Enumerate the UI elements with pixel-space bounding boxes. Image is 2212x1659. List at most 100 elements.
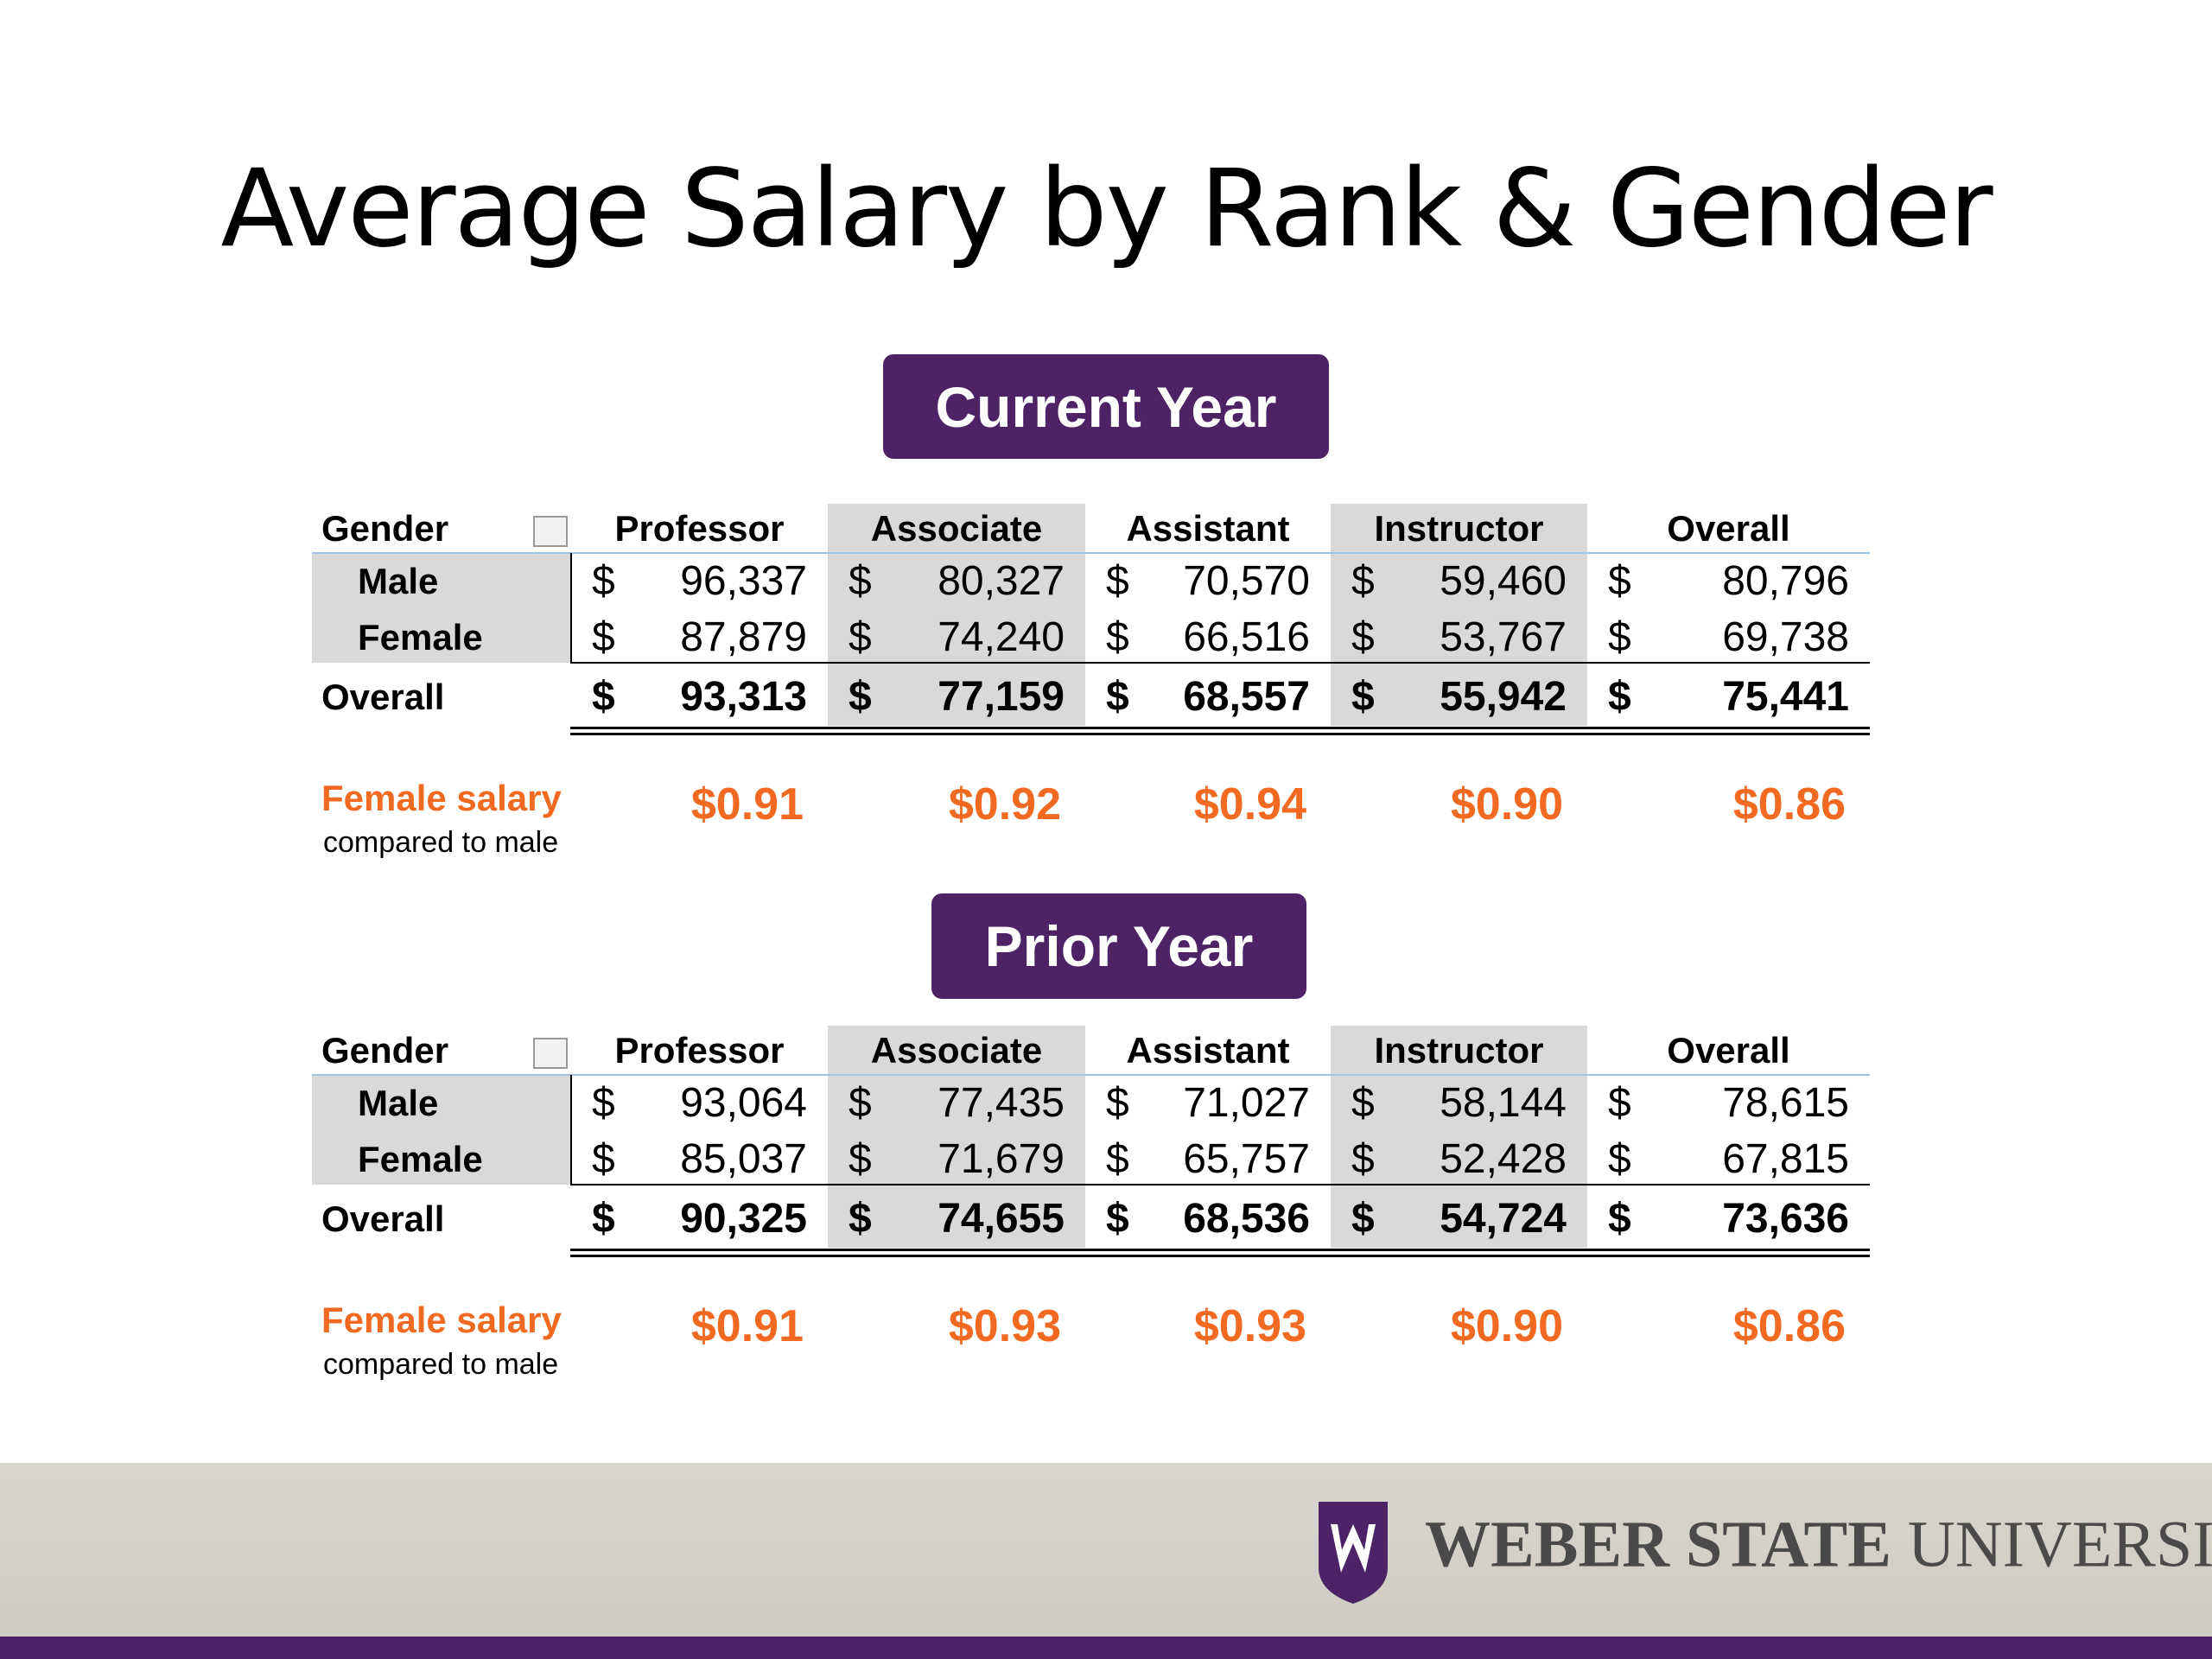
column-shade — [1331, 1026, 1587, 1248]
currency-sign: $ — [1608, 614, 1631, 660]
currency-sign: $ — [592, 1196, 615, 1242]
footer-bar — [0, 1637, 2212, 1659]
double-rule — [570, 727, 1870, 729]
column-header: Associate — [870, 1030, 1043, 1071]
salary-value: 52,428 — [1440, 1136, 1567, 1182]
currency-sign: $ — [1106, 1136, 1129, 1182]
ratio-value: $0.86 — [1732, 779, 1846, 830]
filter-button — [533, 1038, 568, 1069]
header-rule — [312, 1074, 1870, 1076]
logo-text: WEBER STATE UNIVERSITY — [1425, 1508, 2212, 1583]
currency-sign: $ — [592, 1136, 615, 1182]
salary-value: 85,037 — [680, 1136, 807, 1182]
currency-sign: $ — [1351, 1136, 1375, 1182]
ratio-sublabel: compared to male — [323, 1348, 559, 1381]
salary-value: 74,655 — [938, 1196, 1065, 1242]
column-header: Instructor — [1374, 1030, 1544, 1071]
salary-value: 93,313 — [680, 674, 807, 720]
column-shade — [828, 1026, 1085, 1248]
currency-sign: $ — [592, 614, 615, 660]
salary-value: 74,240 — [938, 614, 1065, 660]
ratio-value: $0.90 — [1450, 779, 1563, 830]
currency-sign: $ — [592, 558, 615, 604]
ratio-value: $0.93 — [948, 1301, 1061, 1351]
salary-value: 73,636 — [1722, 1196, 1849, 1242]
currency-sign: $ — [1351, 1196, 1375, 1242]
salary-value: 77,435 — [938, 1080, 1065, 1126]
column-header: Overall — [1667, 508, 1790, 549]
salary-value: 71,679 — [938, 1136, 1065, 1182]
salary-value: 59,460 — [1440, 558, 1567, 604]
double-rule — [570, 1249, 1870, 1251]
salary-value: 77,159 — [938, 674, 1065, 720]
header-rule — [312, 552, 1870, 554]
row-label: Male — [358, 1083, 439, 1123]
row-label-shade — [312, 1075, 571, 1185]
divider — [570, 553, 572, 663]
salary-value: 58,144 — [1440, 1080, 1567, 1126]
salary-value: 71,027 — [1183, 1080, 1310, 1126]
row-label: Female — [358, 1139, 483, 1179]
currency-sign: $ — [849, 1136, 872, 1182]
row-label: Female — [358, 617, 483, 658]
column-header: Overall — [1667, 1030, 1790, 1071]
salary-value: 78,615 — [1722, 1080, 1849, 1126]
salary-value: 96,337 — [680, 558, 807, 604]
section-heading: Current Year — [883, 354, 1329, 459]
double-rule — [570, 1255, 1870, 1257]
row-header: Gender — [321, 1030, 449, 1071]
slide-title: Average Salary by Rank & Gender — [220, 147, 1993, 271]
currency-sign: $ — [1351, 614, 1375, 660]
ratio-label: Female salary — [321, 1300, 562, 1340]
currency-sign: $ — [1106, 1080, 1129, 1126]
ratio-sublabel: compared to male — [323, 826, 559, 859]
currency-sign: $ — [1106, 674, 1129, 720]
column-header: Instructor — [1374, 508, 1544, 549]
currency-sign: $ — [1351, 558, 1375, 604]
currency-sign: $ — [849, 1080, 872, 1126]
currency-sign: $ — [1351, 674, 1375, 720]
row-label-shade — [312, 553, 571, 663]
salary-value: 67,815 — [1722, 1136, 1849, 1182]
ratio-value: $0.93 — [1193, 1301, 1306, 1351]
currency-sign: $ — [1608, 674, 1631, 720]
ratio-value: $0.94 — [1193, 779, 1306, 830]
column-header: Assistant — [1126, 508, 1290, 549]
filter-button — [533, 516, 568, 547]
divider — [570, 1075, 572, 1185]
salary-value: 70,570 — [1183, 558, 1310, 604]
currency-sign: $ — [1608, 1136, 1631, 1182]
currency-sign: $ — [1608, 558, 1631, 604]
salary-value: 90,325 — [680, 1196, 807, 1242]
column-header: Professor — [614, 508, 785, 549]
ratio-value: $0.91 — [690, 1301, 804, 1351]
ratio-value: $0.86 — [1732, 1301, 1846, 1351]
salary-value: 54,724 — [1440, 1196, 1567, 1242]
section-heading: Prior Year — [931, 893, 1306, 999]
currency-sign: $ — [592, 674, 615, 720]
salary-value: 80,796 — [1722, 558, 1849, 604]
salary-value: 87,879 — [680, 614, 807, 660]
column-shade — [828, 504, 1085, 726]
column-header: Associate — [870, 508, 1043, 549]
logo-bold: WEBER STATE — [1425, 1508, 1891, 1581]
currency-sign: $ — [849, 1196, 872, 1242]
subtotal-rule — [570, 1184, 1870, 1185]
double-rule — [570, 733, 1870, 735]
currency-sign: $ — [1608, 1080, 1631, 1126]
row-label: Overall — [321, 677, 445, 717]
row-header: Gender — [321, 508, 449, 549]
currency-sign: $ — [849, 558, 872, 604]
ratio-label: Female salary — [321, 778, 562, 818]
logo-regular: UNIVERSITY — [1907, 1508, 2212, 1581]
currency-sign: $ — [849, 674, 872, 720]
column-header: Assistant — [1126, 1030, 1290, 1071]
currency-sign: $ — [1106, 1196, 1129, 1242]
salary-value: 53,767 — [1440, 614, 1567, 660]
currency-sign: $ — [1608, 1196, 1631, 1242]
column-header: Professor — [614, 1030, 785, 1071]
salary-value: 93,064 — [680, 1080, 807, 1126]
salary-value: 69,738 — [1722, 614, 1849, 660]
ratio-value: $0.91 — [690, 779, 804, 830]
